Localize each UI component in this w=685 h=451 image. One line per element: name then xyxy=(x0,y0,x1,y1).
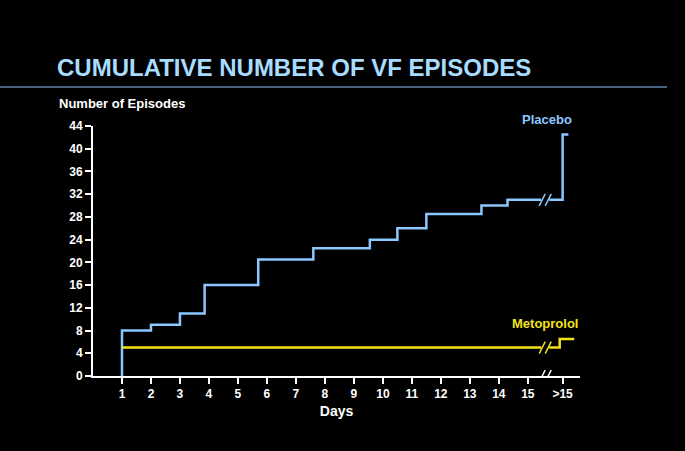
svg-text:12: 12 xyxy=(434,387,448,401)
svg-text:9: 9 xyxy=(351,387,358,401)
svg-text:2: 2 xyxy=(148,387,155,401)
svg-text:4: 4 xyxy=(76,346,83,360)
svg-text:24: 24 xyxy=(69,233,83,247)
svg-text:36: 36 xyxy=(69,165,83,179)
svg-text:Number of Episodes: Number of Episodes xyxy=(59,96,185,111)
svg-text:20: 20 xyxy=(69,256,83,270)
svg-text:8: 8 xyxy=(322,387,329,401)
svg-text:15: 15 xyxy=(521,387,535,401)
svg-text:12: 12 xyxy=(69,301,83,315)
svg-text:28: 28 xyxy=(69,210,83,224)
svg-text:10: 10 xyxy=(376,387,390,401)
svg-text:4: 4 xyxy=(206,387,213,401)
svg-text:16: 16 xyxy=(69,278,83,292)
svg-text:8: 8 xyxy=(76,324,83,338)
svg-text:Days: Days xyxy=(320,403,354,419)
svg-text:40: 40 xyxy=(69,142,83,156)
svg-text:6: 6 xyxy=(264,387,271,401)
svg-text:7: 7 xyxy=(293,387,300,401)
svg-text:11: 11 xyxy=(406,387,419,401)
svg-text:13: 13 xyxy=(463,387,477,401)
svg-text:44: 44 xyxy=(69,119,83,133)
svg-text:32: 32 xyxy=(69,187,83,201)
svg-text:Metoprolol: Metoprolol xyxy=(512,316,578,331)
svg-text:14: 14 xyxy=(492,387,506,401)
svg-text:Placebo: Placebo xyxy=(522,112,572,127)
svg-text:5: 5 xyxy=(235,387,242,401)
svg-text:>15: >15 xyxy=(552,387,573,401)
svg-text:3: 3 xyxy=(177,387,184,401)
svg-text:1: 1 xyxy=(119,387,126,401)
svg-text:CUMULATIVE NUMBER OF VF EPISOD: CUMULATIVE NUMBER OF VF EPISODES xyxy=(57,54,531,81)
svg-text:0: 0 xyxy=(76,369,83,383)
